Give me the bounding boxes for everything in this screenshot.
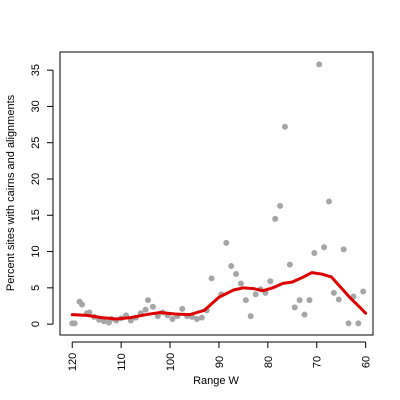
- data-point-37: [242, 297, 249, 304]
- data-point-29: [198, 314, 205, 321]
- data-point-31: [208, 275, 215, 282]
- plot-frame: [59, 51, 374, 336]
- data-point-18: [145, 297, 152, 304]
- data-point-44: [277, 202, 284, 209]
- y-tick-label-30: 30: [30, 100, 42, 112]
- data-point-53: [321, 244, 328, 251]
- data-point-17: [142, 306, 149, 313]
- data-point-25: [179, 305, 186, 312]
- x-tick-label-80: 80: [263, 356, 275, 368]
- data-point-39: [252, 291, 259, 298]
- smoothed-trend-line: [70, 271, 368, 321]
- y-tick-label-10: 10: [30, 245, 42, 257]
- data-point-35: [233, 271, 240, 278]
- x-axis: 120 110 100 90 80 70 60: [67, 341, 373, 371]
- data-point-54: [325, 198, 332, 205]
- data-point-52: [316, 61, 323, 68]
- x-axis-label: Range W: [193, 375, 239, 387]
- data-point-45: [281, 123, 288, 130]
- data-point-5: [86, 309, 93, 316]
- x-tick-label-120: 120: [67, 353, 79, 371]
- data-point-55: [330, 289, 337, 296]
- y-tick-label-20: 20: [30, 173, 42, 185]
- data-point-36: [237, 280, 244, 287]
- data-point-3: [79, 301, 86, 308]
- data-point-50: [306, 297, 313, 304]
- data-point-28: [193, 316, 200, 323]
- y-axis-label: Percent sites with cairns and alignments: [5, 94, 17, 291]
- data-point-49: [301, 311, 308, 318]
- data-point-61: [360, 288, 367, 295]
- y-axis: 0 5 10 15 20 25 30 35: [30, 64, 54, 327]
- data-point-51: [311, 250, 318, 256]
- y-tick-label-25: 25: [30, 137, 42, 149]
- x-tick-label-90: 90: [214, 356, 226, 368]
- y-tick-label-15: 15: [30, 209, 42, 221]
- data-point-43: [272, 215, 279, 222]
- data-point-47: [291, 304, 298, 311]
- data-point-8: [101, 318, 108, 325]
- data-point-48: [296, 297, 303, 304]
- data-point-46: [286, 261, 293, 268]
- data-point-38: [247, 313, 254, 320]
- data-point-58: [345, 320, 352, 327]
- data-point-1: [71, 320, 78, 327]
- x-tick-label-100: 100: [165, 353, 177, 371]
- x-tick-label-110: 110: [116, 353, 128, 371]
- data-points: [69, 61, 367, 327]
- y-tick-label-5: 5: [30, 285, 42, 291]
- data-point-33: [223, 239, 230, 246]
- y-tick-label-35: 35: [30, 64, 42, 76]
- x-tick-label-70: 70: [312, 356, 324, 368]
- data-point-60: [355, 320, 362, 327]
- y-tick-label-0: 0: [30, 321, 42, 327]
- data-point-20: [154, 313, 161, 320]
- data-point-56: [335, 296, 342, 303]
- data-point-42: [267, 278, 274, 285]
- data-point-23: [169, 316, 176, 323]
- x-tick-label-60: 60: [361, 356, 373, 368]
- data-point-19: [149, 303, 156, 310]
- data-point-34: [228, 263, 235, 270]
- data-point-57: [340, 246, 347, 253]
